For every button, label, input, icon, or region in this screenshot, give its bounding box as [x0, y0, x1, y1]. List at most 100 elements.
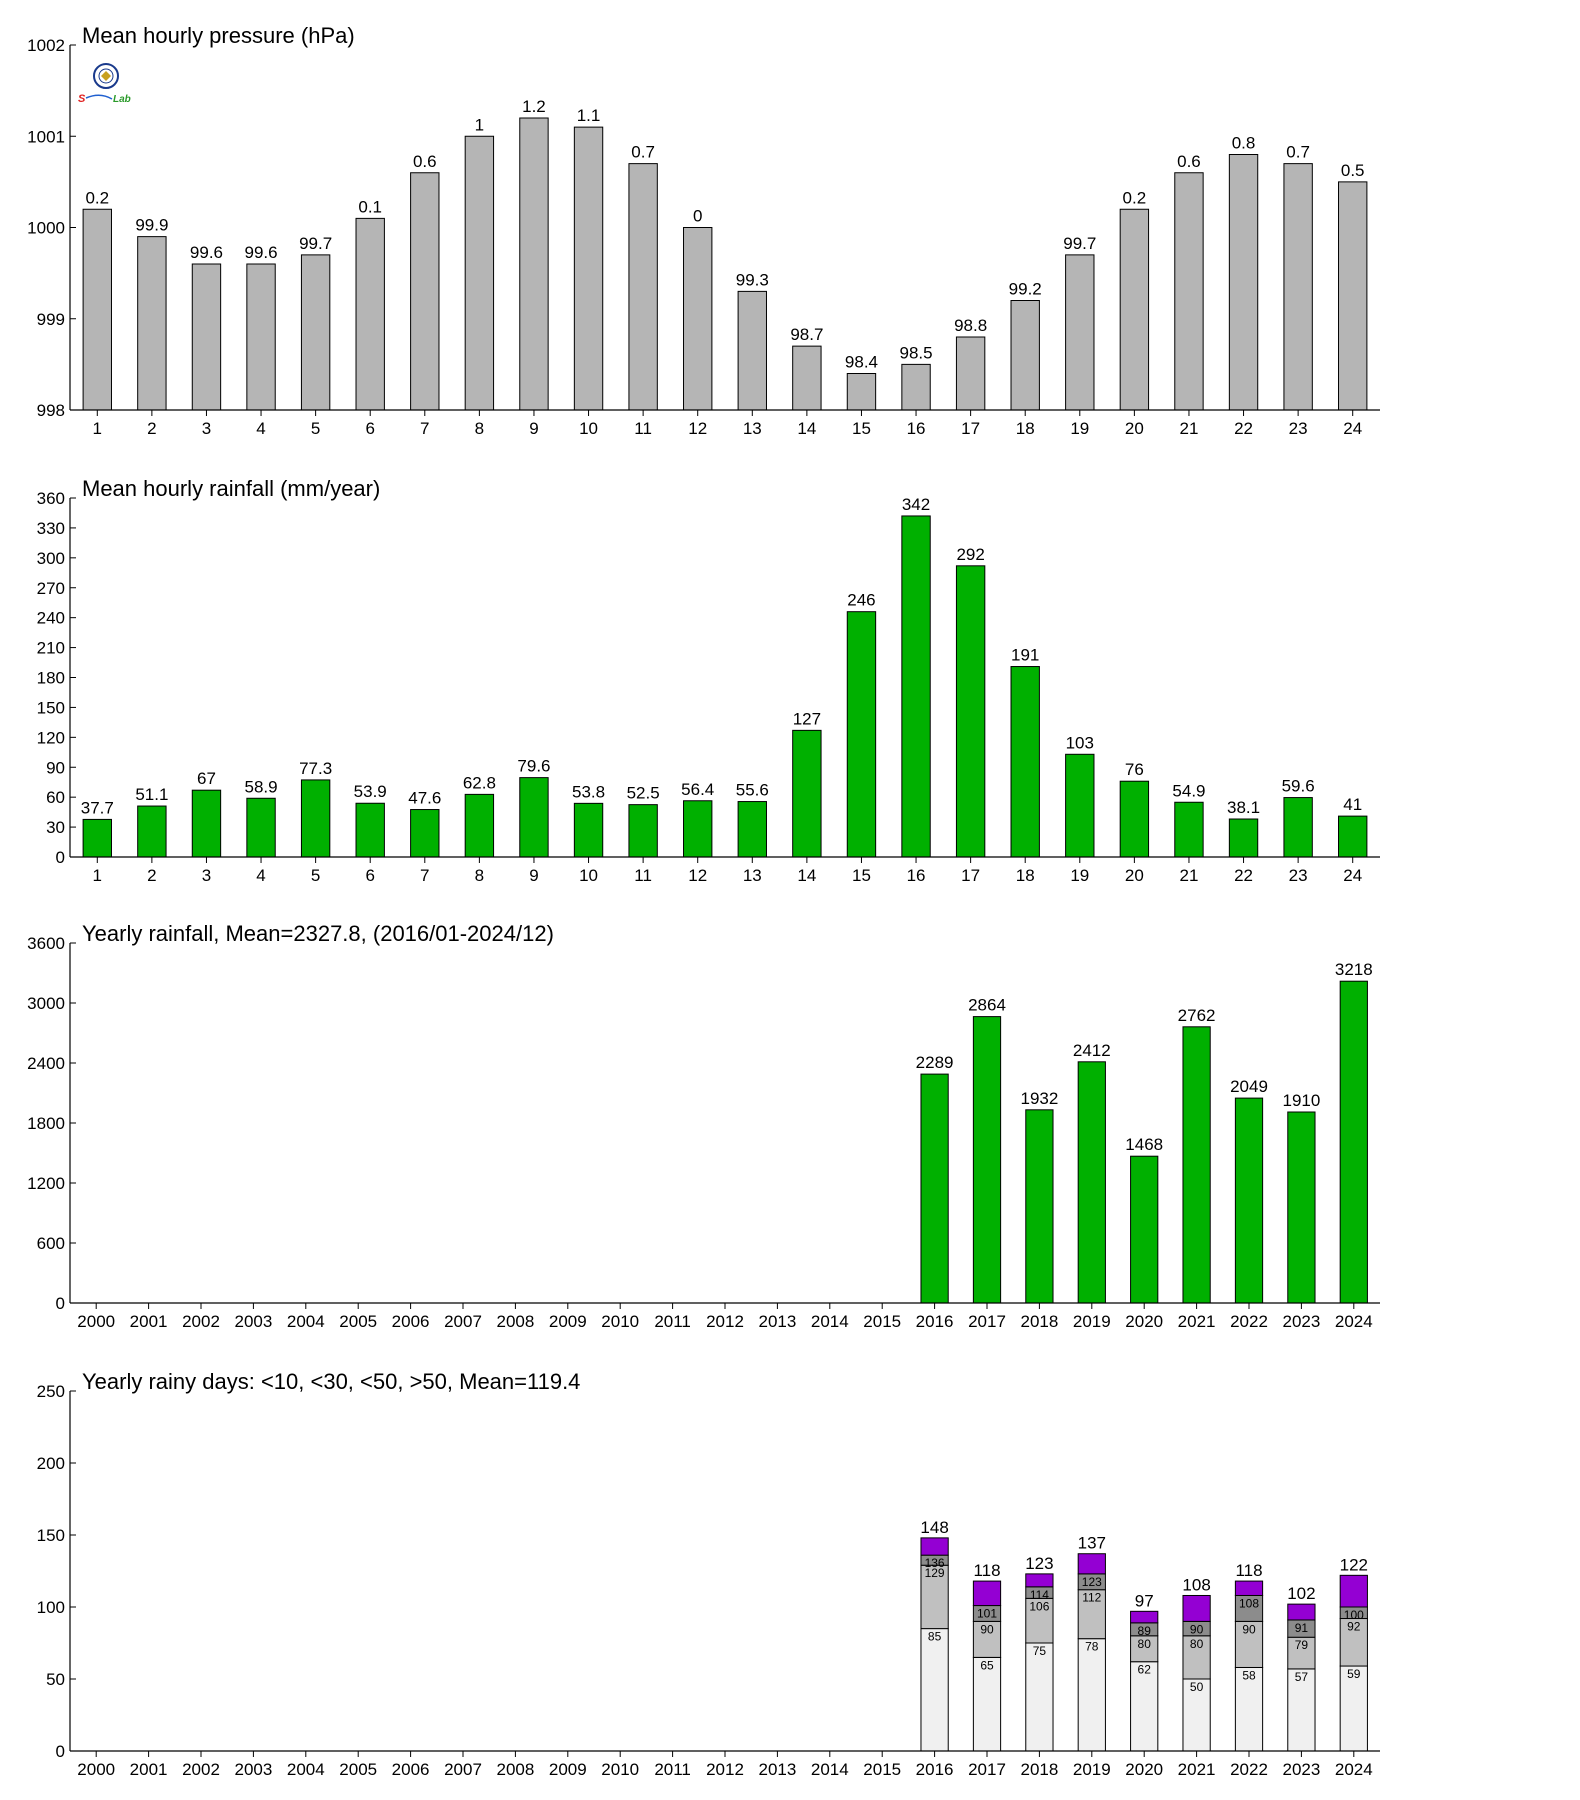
y-tick-label: 998	[37, 401, 65, 420]
bar	[1339, 980, 1368, 1304]
bar-value-label: 0.7	[631, 143, 655, 162]
bar-value-label: 99.7	[299, 234, 332, 253]
bar	[191, 789, 222, 858]
segment-label: 91	[1295, 1621, 1309, 1635]
bar-segment-total	[1287, 1603, 1316, 1621]
x-tick-label: 1	[93, 866, 102, 885]
bar	[1010, 666, 1040, 858]
bar-value-label: 292	[956, 545, 984, 564]
chart-4: Yearly rainy days: <10, <30, <50, >50, M…	[37, 1369, 1380, 1779]
bar-value-label: 1932	[1020, 1089, 1058, 1108]
segment-label: 62	[1138, 1663, 1152, 1677]
bar	[246, 263, 276, 411]
x-tick-label: 2015	[863, 1312, 901, 1331]
x-tick-label: 2015	[863, 1760, 901, 1779]
x-tick-label: 2002	[182, 1312, 220, 1331]
bar	[683, 800, 713, 858]
segment-label: 100	[1344, 1608, 1364, 1622]
bar	[1130, 1155, 1159, 1304]
segment-label: 112	[1082, 1591, 1101, 1605]
bar-value-label: 54.9	[1172, 781, 1205, 800]
segment-label: 101	[977, 1607, 997, 1621]
segment-label: 90	[980, 1622, 994, 1636]
bar	[1338, 181, 1368, 411]
x-tick-label: 2004	[287, 1760, 325, 1779]
bar-value-label: 1910	[1282, 1091, 1320, 1110]
bar-segment-lt30	[1182, 1635, 1211, 1680]
bar-value-label: 1.2	[522, 97, 546, 116]
bar	[573, 802, 604, 858]
x-tick-label: 7	[420, 866, 429, 885]
bar	[82, 818, 112, 858]
x-tick-label: 22	[1234, 419, 1253, 438]
segment-label: 75	[1033, 1644, 1047, 1658]
y-tick-label: 360	[37, 489, 65, 508]
bar	[1010, 300, 1040, 411]
x-tick-label: 2006	[392, 1312, 430, 1331]
bar-total-label: 148	[920, 1518, 948, 1537]
bar-total-label: 123	[1025, 1554, 1053, 1573]
bar	[410, 809, 440, 858]
x-tick-label: 2001	[130, 1760, 168, 1779]
bar-value-label: 51.1	[135, 785, 168, 804]
x-tick-label: 2013	[758, 1312, 796, 1331]
x-tick-label: 2009	[549, 1312, 587, 1331]
bar	[355, 802, 385, 858]
bar-value-label: 0.8	[1232, 134, 1256, 153]
segment-label: 79	[1295, 1638, 1309, 1652]
bar	[410, 172, 440, 411]
y-tick-label: 180	[37, 669, 65, 688]
bar-value-label: 0.6	[413, 152, 437, 171]
bar	[464, 793, 495, 858]
bar-total-label: 118	[973, 1561, 1000, 1580]
bar-value-label: 127	[793, 709, 821, 728]
bar-value-label: 99.7	[1063, 234, 1096, 253]
bar	[901, 363, 931, 411]
y-tick-label: 3000	[27, 994, 65, 1013]
x-tick-label: 2003	[234, 1312, 272, 1331]
bar	[1287, 1111, 1316, 1304]
x-tick-label: 7	[420, 419, 429, 438]
bar-total-label: 118	[1235, 1561, 1262, 1580]
y-tick-label: 100	[37, 1598, 65, 1617]
svg-text:S: S	[78, 93, 86, 105]
x-tick-label: 13	[743, 866, 762, 885]
bar-value-label: 0.2	[1123, 188, 1147, 207]
bar-value-label: 52.5	[627, 784, 660, 803]
bar-value-label: 98.5	[899, 343, 932, 362]
bar	[792, 345, 822, 411]
bar	[792, 729, 822, 858]
bar-value-label: 2049	[1230, 1077, 1268, 1096]
x-tick-label: 1	[93, 419, 102, 438]
x-tick-label: 6	[365, 866, 374, 885]
y-tick-label: 600	[37, 1234, 65, 1253]
bar-segment-lt30	[1234, 1620, 1264, 1668]
bar-value-label: 2762	[1178, 1006, 1216, 1025]
bar-value-label: 41	[1343, 795, 1362, 814]
x-tick-label: 2018	[1020, 1312, 1058, 1331]
x-tick-label: 24	[1343, 419, 1362, 438]
x-tick-label: 2009	[549, 1760, 587, 1779]
y-tick-label: 1001	[27, 127, 65, 146]
y-tick-label: 270	[37, 579, 65, 598]
bar-value-label: 103	[1066, 733, 1094, 752]
x-tick-label: 6	[365, 419, 374, 438]
x-tick-label: 9	[529, 866, 538, 885]
y-tick-label: 0	[56, 1742, 65, 1761]
bar-total-label: 137	[1078, 1534, 1106, 1553]
bar	[519, 777, 549, 858]
x-tick-label: 5	[311, 419, 320, 438]
bar-value-label: 98.4	[845, 353, 878, 372]
x-tick-label: 2021	[1178, 1760, 1216, 1779]
x-tick-label: 21	[1179, 419, 1198, 438]
segment-label: 90	[1190, 1622, 1204, 1636]
bar-segment-total	[1339, 1574, 1368, 1608]
x-tick-label: 19	[1070, 866, 1089, 885]
segment-label: 123	[1082, 1575, 1102, 1589]
x-tick-label: 16	[907, 866, 926, 885]
x-tick-label: 20	[1125, 419, 1144, 438]
x-tick-label: 14	[797, 866, 816, 885]
x-tick-label: 2024	[1335, 1312, 1373, 1331]
x-tick-label: 4	[256, 866, 265, 885]
bar-value-label: 99.6	[244, 243, 277, 262]
